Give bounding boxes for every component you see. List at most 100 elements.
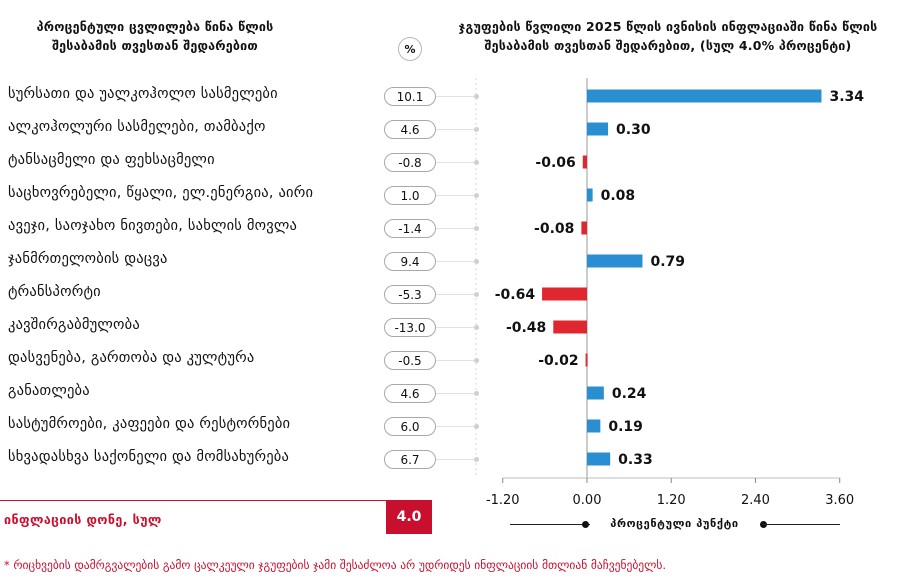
row-connector-dot (474, 193, 479, 198)
left-title-line: პროცენტული ცვლილება წინა წლის (36, 19, 274, 34)
row-connector-dot (474, 94, 479, 99)
row-connector (436, 393, 477, 394)
category-row: ტრანსპორტი -5.3 (0, 278, 918, 311)
inflation-total-value: 4.0 (386, 500, 432, 534)
category-row: სხვადასხვა საქონელი და მომსახურება 6.7 (0, 443, 918, 476)
yoy-change-pill: 6.7 (384, 450, 436, 469)
axis-caption: პროცენტული პუნქტი (510, 515, 840, 535)
row-connector-dot (474, 358, 479, 363)
category-label: ალკოჰოლური სასმელები, თამბაქო (8, 119, 266, 135)
contribution-bar (587, 386, 604, 400)
category-label: ავეჯი, საოჯახო ნივთები, სახლის მოვლა (8, 218, 298, 234)
right-title-line: ჯგუფების წვლილი 2025 წლის ივნისის ინფლაც… (458, 19, 878, 34)
category-row: კავშირგაბმულობა -13.0 (0, 311, 918, 344)
bar-value-label: 0.33 (618, 452, 653, 468)
yoy-change-pill: -5.3 (384, 285, 436, 304)
category-label: სხვადასხვა საქონელი და მომსახურება (8, 449, 290, 465)
bar-value-label: 0.19 (608, 419, 643, 435)
row-connector-dot (474, 325, 479, 330)
contribution-bar (587, 452, 611, 466)
yoy-change-pill: 6.0 (384, 417, 436, 436)
row-connector (436, 195, 477, 196)
bar-value-label: 0.24 (612, 386, 647, 402)
category-row: ალკოჰოლური სასმელები, თამბაქო 4.6 (0, 113, 918, 146)
left-panel-title: პროცენტული ცვლილება წინა წლის შესაბამის თ… (0, 17, 310, 55)
bar-value-label: 0.79 (650, 254, 685, 270)
axis-caption-dot-left (582, 521, 589, 528)
right-title-line: შესაბამის თვესთან შედარებით, (სულ 4.0% პ… (484, 38, 852, 53)
yoy-change-pill: 9.4 (384, 252, 436, 271)
footnote: * რიცხვების დამრგვალების გამო ცალკეული ჯ… (4, 558, 667, 572)
x-tick-label: 3.60 (825, 493, 854, 508)
category-row: ჯანმრთელობის დაცვა 9.4 (0, 245, 918, 278)
axis-caption-line-left (510, 524, 590, 525)
row-connector (436, 261, 477, 262)
percent-badge: % (398, 37, 422, 61)
row-connector (436, 228, 477, 229)
contribution-bar (587, 122, 609, 136)
category-row: განათლება 4.6 (0, 377, 918, 410)
category-label: საცხოვრებელი, წყალი, ელ.ენერგია, აირი (8, 185, 314, 201)
category-row: დასვენება, გართობა და კულტურა -0.5 (0, 344, 918, 377)
category-label: ტრანსპორტი (8, 284, 101, 300)
row-connector (436, 459, 477, 460)
yoy-change-pill: 4.6 (384, 384, 436, 403)
bar-value-label: -0.64 (495, 287, 536, 303)
category-label: სასტუმროები, კაფეები და რესტორნები (8, 416, 291, 432)
contribution-bar (587, 419, 601, 433)
category-label: ჯანმრთელობის დაცვა (8, 251, 168, 267)
contribution-bar (587, 254, 643, 268)
x-tick-label: 1.20 (657, 493, 686, 508)
bar-value-label: -0.02 (538, 353, 578, 369)
category-row: სასტუმროები, კაფეები და რესტორნები 6.0 (0, 410, 918, 443)
category-row: ტანსაცმელი და ფეხსაცმელი -0.8 (0, 146, 918, 179)
bar-value-label: 3.34 (829, 89, 864, 105)
contribution-bar (542, 287, 587, 301)
category-row: ავეჯი, საოჯახო ნივთები, სახლის მოვლა -1.4 (0, 212, 918, 245)
bar-value-label: 0.30 (616, 122, 651, 138)
axis-caption-text: პროცენტული პუნქტი (610, 517, 739, 530)
x-tick-label: 0.00 (573, 493, 602, 508)
yoy-change-pill: 10.1 (384, 87, 436, 106)
right-panel-title: ჯგუფების წვლილი 2025 წლის ივნისის ინფლაც… (425, 17, 911, 55)
yoy-change-pill: -0.5 (384, 351, 436, 370)
yoy-change-pill: -1.4 (384, 219, 436, 238)
contribution-bar (587, 188, 593, 202)
yoy-change-pill: 1.0 (384, 186, 436, 205)
contribution-bar (582, 155, 587, 169)
yoy-change-pill: -0.8 (384, 153, 436, 172)
row-connector-dot (474, 160, 479, 165)
category-label: ტანსაცმელი და ფეხსაცმელი (8, 152, 215, 168)
category-label: განათლება (8, 383, 90, 399)
contribution-bar (581, 221, 587, 235)
row-connector (436, 96, 477, 97)
row-connector (436, 129, 477, 130)
row-connector-dot (474, 259, 479, 264)
category-label: სურსათი და უალკოჰოლო სასმელები (8, 86, 278, 102)
yoy-change-pill: -13.0 (384, 318, 436, 337)
category-row: საცხოვრებელი, წყალი, ელ.ენერგია, აირი 1.0 (0, 179, 918, 212)
bar-value-label: 0.08 (601, 188, 636, 204)
row-connector (436, 162, 477, 163)
inflation-total-label: ინფლაციის დონე, სულ (4, 512, 162, 527)
category-label: კავშირგაბმულობა (8, 317, 140, 333)
category-label: დასვენება, გართობა და კულტურა (8, 350, 255, 366)
row-connector (436, 327, 477, 328)
contribution-bar (587, 89, 822, 103)
bar-value-label: -0.48 (506, 320, 546, 336)
category-row: სურსათი და უალკოჰოლო სასმელები 10.1 (0, 80, 918, 113)
left-title-line: შესაბამის თვესთან შედარებით (52, 38, 258, 53)
x-tick-label: 2.40 (741, 493, 770, 508)
row-connector (436, 294, 477, 295)
row-connector-dot (474, 424, 479, 429)
bar-value-label: -0.08 (534, 221, 574, 237)
contribution-bar (585, 353, 588, 367)
bar-value-label: -0.06 (535, 155, 575, 171)
contribution-bar (553, 320, 587, 334)
footer-divider (0, 500, 432, 501)
axis-caption-line-right (762, 524, 840, 525)
yoy-change-pill: 4.6 (384, 120, 436, 139)
x-tick-label: -1.20 (486, 493, 520, 508)
row-connector (436, 426, 477, 427)
